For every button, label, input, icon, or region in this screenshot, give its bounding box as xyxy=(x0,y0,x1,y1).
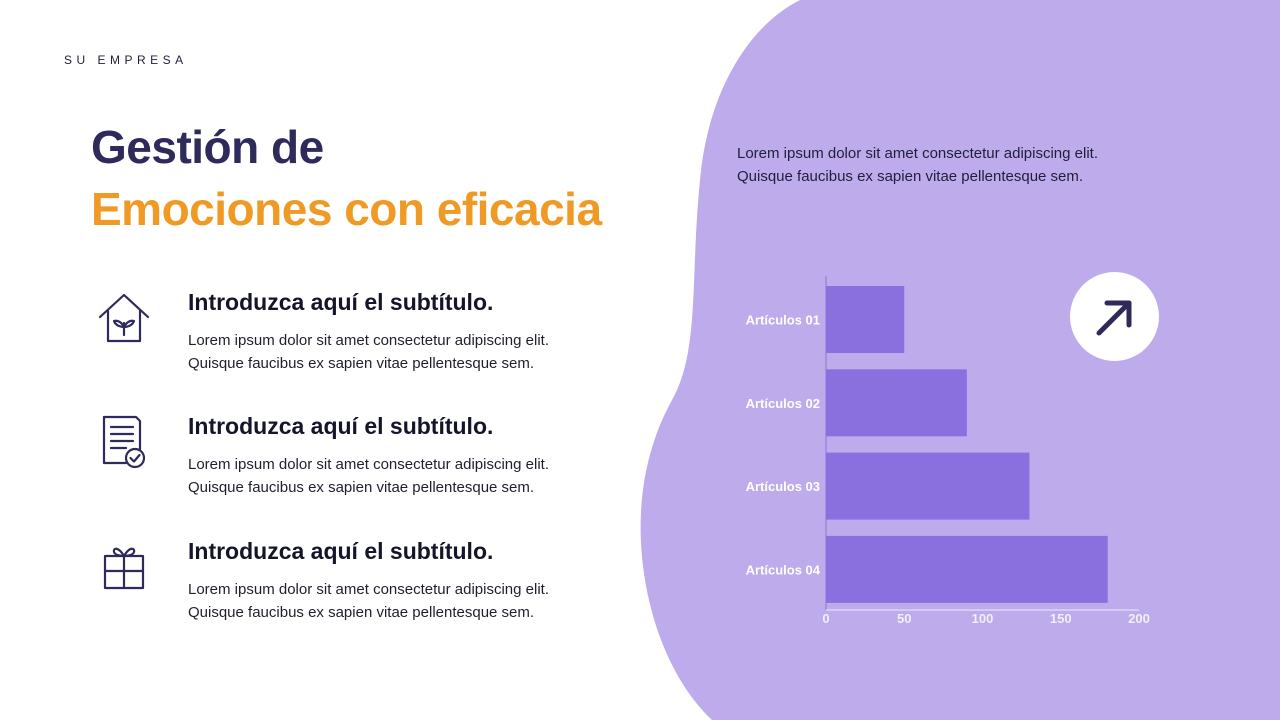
bar-4 xyxy=(826,535,1108,603)
panel-description: Lorem ipsum dolor sit amet consectetur a… xyxy=(737,143,1157,188)
feature-subtitle: Introduzca aquí el subtítulo. xyxy=(188,413,494,439)
arrow-badge xyxy=(1070,272,1159,361)
bar-1 xyxy=(826,286,905,353)
house-plant-icon xyxy=(98,293,150,343)
x-tick-label: 0 xyxy=(822,611,829,626)
title-line-2: Emociones con eficacia xyxy=(91,183,602,235)
panel-description-line-1: Lorem ipsum dolor sit amet consectetur a… xyxy=(737,145,1098,162)
feature-item: Introduzca aquí el subtítulo. Lorem ipsu… xyxy=(96,289,616,389)
x-tick-label: 50 xyxy=(897,611,911,626)
arrow-up-right-icon xyxy=(1096,300,1131,335)
category-label: Artículos 04 xyxy=(746,562,821,577)
title-line-1: Gestión de xyxy=(91,121,324,173)
bar-3 xyxy=(826,452,1030,520)
panel-description-line-2: Quisque faucibus ex sapien vitae pellent… xyxy=(737,167,1084,185)
gift-icon xyxy=(103,547,145,590)
bar-chart: Artículos 01 Artículos 02 Artículos 03 Artí… xyxy=(746,276,1150,626)
x-tick-label: 150 xyxy=(1050,611,1072,626)
category-label: Artículos 03 xyxy=(746,479,820,494)
category-label: Artículos 01 xyxy=(746,313,820,328)
x-tick-label: 200 xyxy=(1128,611,1150,626)
feature-item: Introduzca aquí el subtítulo. Lorem ipsu… xyxy=(96,413,616,513)
page-title: Gestión de Emociones con eficacia xyxy=(91,116,602,240)
feature-description-line-1: Lorem ipsum dolor sit amet consectetur a… xyxy=(188,581,549,598)
feature-description: Lorem ipsum dolor sit amet consectetur a… xyxy=(188,329,608,375)
feature-description-line-2: Quisque faucibus ex sapien vitae pellent… xyxy=(188,604,535,621)
company-name: SU EMPRESA xyxy=(64,53,188,67)
feature-description-line-2: Quisque faucibus ex sapien vitae pellent… xyxy=(188,479,535,496)
category-label: Artículos 02 xyxy=(746,396,820,411)
feature-description-line-2: Quisque faucibus ex sapien vitae pellent… xyxy=(188,355,535,372)
bar-2 xyxy=(826,369,967,437)
feature-subtitle: Introduzca aquí el subtítulo. xyxy=(188,289,494,315)
feature-description: Lorem ipsum dolor sit amet consectetur a… xyxy=(188,453,608,499)
x-tick-label: 100 xyxy=(972,611,994,626)
feature-description: Lorem ipsum dolor sit amet consectetur a… xyxy=(188,578,608,624)
feature-subtitle: Introduzca aquí el subtítulo. xyxy=(188,538,494,564)
feature-item: Introduzca aquí el subtítulo. Lorem ipsu… xyxy=(96,538,616,638)
document-check-icon xyxy=(102,415,146,469)
feature-description-line-1: Lorem ipsum dolor sit amet consectetur a… xyxy=(188,456,549,473)
feature-description-line-1: Lorem ipsum dolor sit amet consectetur a… xyxy=(188,332,549,349)
